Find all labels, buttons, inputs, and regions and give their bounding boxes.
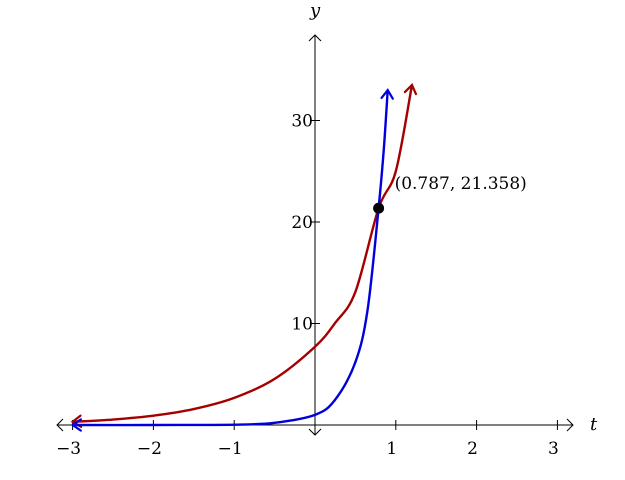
x-axis-label: t: [590, 414, 598, 435]
series-layer: [70, 83, 418, 432]
y-axis-label: y: [309, 0, 321, 21]
y-tick-label: 10: [291, 315, 313, 335]
y-tick-label: 20: [291, 213, 313, 233]
x-axis-arrow-left: [56, 418, 64, 432]
y-tick-label: 30: [291, 112, 313, 132]
series-line-0: [72, 84, 414, 423]
y-axis-arrow-top: [308, 34, 322, 42]
x-tick-label: −3: [56, 439, 81, 459]
intersection-point: [373, 202, 385, 214]
y-axis-arrow-bottom: [308, 428, 322, 436]
x-tick-label: 3: [548, 439, 559, 459]
intersection-label: (0.787, 21.358): [395, 174, 527, 194]
x-axis-arrow-right: [566, 418, 574, 432]
x-tick-label: −1: [218, 439, 243, 459]
series-0-arrow-end: [403, 83, 418, 96]
x-tick-label: 2: [467, 439, 478, 459]
x-tick-label: 1: [386, 439, 397, 459]
axes: −3 −2 −1 1 2 3 10 20 30: [56, 34, 574, 459]
series-line-1: [72, 89, 389, 427]
series-1-arrow-start: [70, 418, 82, 432]
x-tick-label: −2: [137, 439, 162, 459]
series-1-arrow-end: [380, 88, 394, 100]
point-layer: (0.787, 21.358): [373, 174, 527, 214]
